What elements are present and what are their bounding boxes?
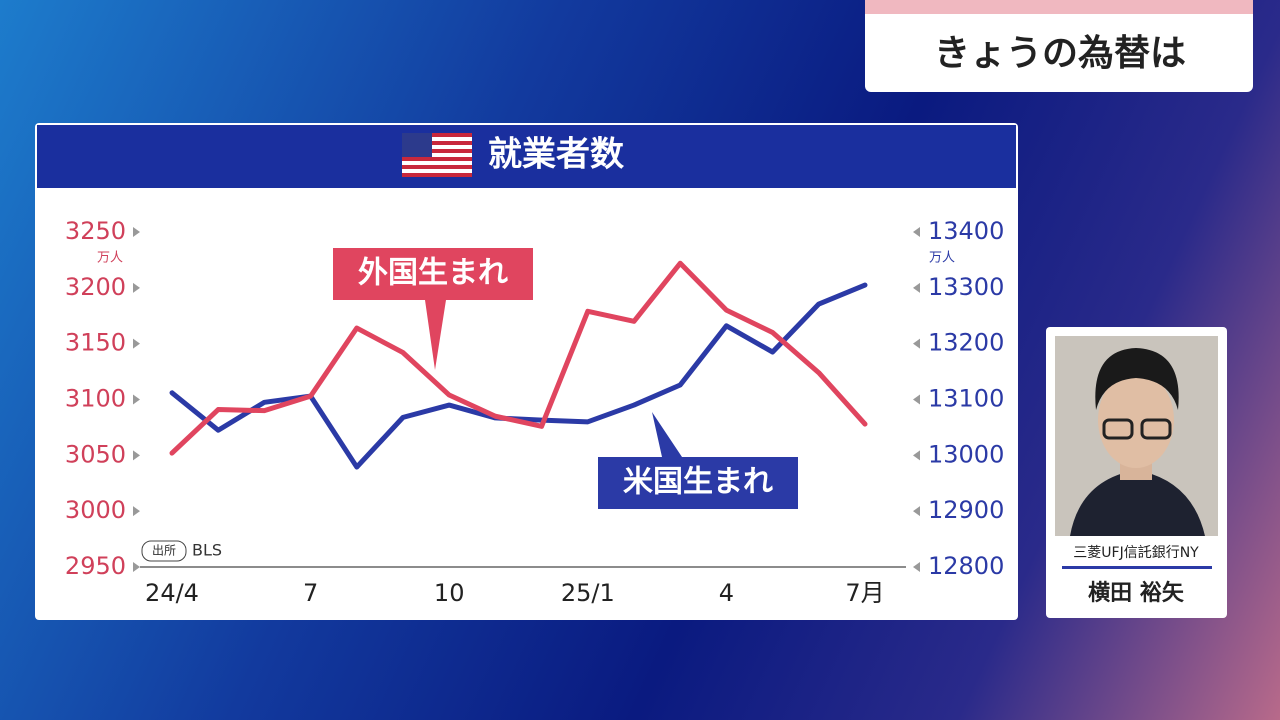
y2-tick-mark	[913, 506, 920, 517]
person-name: 横田 裕矢	[1088, 580, 1185, 606]
y-tick-mark	[133, 562, 140, 572]
y2-tick-label: 12800	[928, 552, 1004, 580]
y2-tick-mark	[913, 394, 920, 405]
person-company: 三菱UFJ信託銀行NY	[1073, 545, 1199, 561]
y-tick-mark	[133, 450, 140, 461]
y2-tick-label: 12900	[928, 496, 1004, 524]
y2-tick-label: 13000	[928, 440, 1004, 468]
y-tick-mark	[133, 282, 140, 293]
series-line	[169, 260, 868, 456]
y2-tick-label: 13400	[928, 217, 1004, 245]
x-tick-label: 7	[303, 579, 318, 607]
y2-unit: 万人	[929, 251, 955, 266]
y-tick-label: 3050	[65, 440, 126, 468]
y-tick-label: 2950	[65, 552, 126, 580]
y-tick-mark	[133, 338, 140, 349]
banner-strip	[865, 0, 1253, 14]
y-unit: 万人	[97, 251, 123, 266]
banner-title: きょうの為替は	[934, 33, 1186, 74]
source-badge	[141, 540, 187, 562]
y-tick-mark	[133, 506, 140, 517]
y2-tick-mark	[913, 282, 920, 293]
y-tick-label: 3100	[65, 385, 126, 413]
y-tick-label: 3150	[65, 329, 126, 357]
annotation: 外国生まれ	[358, 256, 508, 291]
panel-header	[37, 125, 1016, 188]
source: BLS	[192, 541, 222, 560]
x-tick-label: 7月	[845, 579, 884, 607]
x-tick-label: 25/1	[561, 579, 615, 607]
y2-tick-mark	[913, 562, 920, 572]
y2-tick-label: 13300	[928, 273, 1004, 301]
y2-tick-label: 13100	[928, 385, 1004, 413]
annotation: 米国生まれ	[623, 465, 773, 500]
chart-title: 就業者数	[488, 135, 624, 175]
x-tick-label: 10	[434, 579, 465, 607]
person-rule	[1062, 566, 1212, 569]
annotation-box	[598, 412, 798, 509]
source-label: 出所	[152, 544, 176, 558]
y-tick-label: 3000	[65, 496, 126, 524]
y-tick-mark	[133, 394, 140, 405]
flag	[402, 133, 472, 177]
y-tick-label: 3250	[65, 217, 126, 245]
photo	[1055, 336, 1218, 536]
y2-tick-label: 13200	[928, 329, 1004, 357]
y2-tick-mark	[913, 450, 920, 461]
y-tick-label: 3200	[65, 273, 126, 301]
annotation-box	[333, 248, 533, 370]
panel	[35, 123, 1018, 620]
y-tick-mark	[133, 227, 140, 237]
y2-tick-mark	[913, 227, 920, 237]
y2-tick-mark	[913, 338, 920, 349]
x-tick-label: 24/4	[145, 579, 199, 607]
banner	[865, 0, 1253, 92]
x-tick-label: 4	[719, 579, 734, 607]
